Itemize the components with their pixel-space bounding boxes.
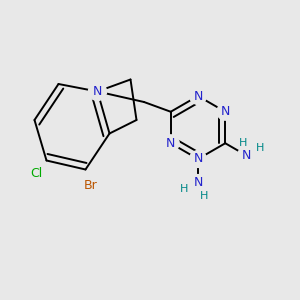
Text: Cl: Cl (31, 167, 43, 180)
Circle shape (88, 82, 106, 100)
Circle shape (238, 147, 254, 164)
Text: N: N (220, 105, 230, 118)
Circle shape (162, 135, 179, 152)
Circle shape (190, 88, 206, 104)
Text: Br: Br (84, 179, 97, 192)
Text: H: H (200, 190, 208, 201)
Circle shape (190, 151, 206, 167)
Text: N: N (193, 89, 203, 103)
Text: N: N (193, 176, 203, 190)
Text: H: H (256, 143, 265, 153)
Text: N: N (242, 149, 251, 162)
Text: H: H (239, 138, 247, 148)
Circle shape (217, 103, 234, 120)
Text: N: N (166, 137, 175, 150)
Text: N: N (193, 152, 203, 166)
Circle shape (190, 175, 206, 191)
Text: H: H (179, 184, 188, 194)
Text: N: N (93, 85, 102, 98)
